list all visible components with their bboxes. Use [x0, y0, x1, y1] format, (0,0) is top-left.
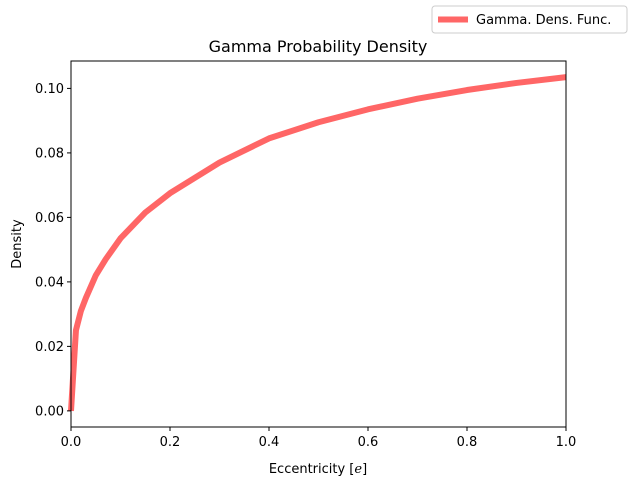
- y-tick-label: 0.04: [35, 275, 64, 290]
- plot-frame: [70, 60, 567, 428]
- y-tick-label: 0.08: [35, 146, 64, 161]
- legend-label: Gamma. Dens. Func.: [476, 13, 611, 28]
- x-tick-label: 0.6: [358, 435, 379, 450]
- legend-box: [431, 5, 628, 34]
- x-axis-ticks: 0.0 0.2 0.4 0.6 0.8 1.0: [61, 427, 577, 450]
- plot-background: [71, 61, 566, 427]
- chart-title: Gamma Probability Density: [209, 37, 428, 56]
- x-tick-label: 0.0: [61, 435, 82, 450]
- legend: Gamma. Dens. Func.: [431, 5, 628, 34]
- y-tick-label: 0.10: [35, 82, 64, 97]
- x-tick-label: 0.8: [457, 435, 478, 450]
- y-tick-label: 0.06: [35, 211, 64, 226]
- y-tick-label: 0.02: [35, 340, 64, 355]
- y-axis-label: Density: [10, 219, 25, 269]
- x-tick-label: 0.2: [160, 435, 181, 450]
- x-axis-label-variable: e: [354, 462, 362, 477]
- x-axis-label-prefix: Eccentricity [: [269, 462, 355, 477]
- y-tick-label: 0.00: [35, 404, 64, 419]
- series-line-0: [68, 74, 567, 412]
- y-axis-ticks: 0.00 0.02 0.04 0.06 0.08 0.10: [35, 82, 71, 419]
- x-axis-label-suffix: ]: [362, 462, 367, 477]
- plot-area: 0.0 0.2 0.4 0.6 0.8 1.0 0.000.020.040.060.080…: [35, 60, 577, 450]
- x-tick-label: 0.4: [259, 435, 280, 450]
- x-axis-label: Eccentricity [e]: [269, 462, 367, 477]
- x-tick-label: 1.0: [556, 435, 577, 450]
- series-layer: [68, 74, 567, 412]
